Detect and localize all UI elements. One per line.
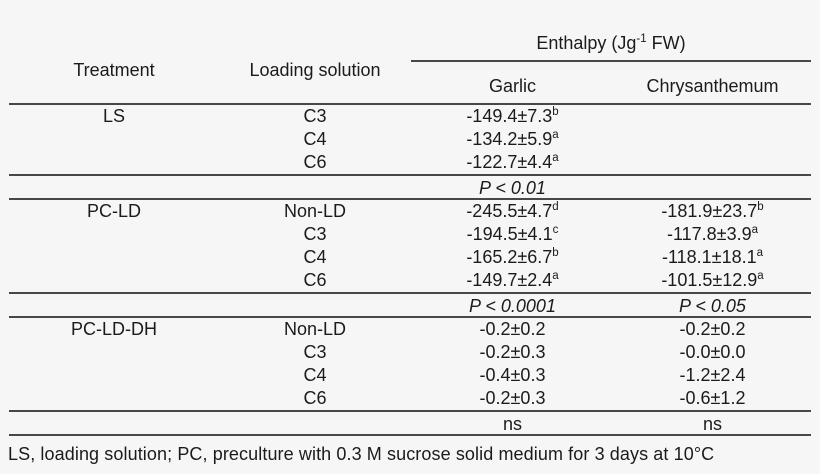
- table-row: C6 -149.7±2.4a -101.5±12.9a: [9, 269, 811, 292]
- p-value-chrysanthemum: [614, 176, 811, 200]
- significance-letter: a: [757, 270, 764, 282]
- table-row: C4 -165.2±6.7b -118.1±18.1a: [9, 246, 811, 269]
- header-treatment: Treatment: [73, 60, 155, 80]
- p-value-garlic: P < 0.0001: [469, 296, 556, 316]
- table-row: PC-LD Non-LD -245.5±4.7d -181.9±23.7b: [9, 200, 811, 223]
- significance-letter: b: [757, 201, 764, 213]
- significance-letter: a: [552, 152, 559, 164]
- enthalpy-table: Treatment Loading solution Enthalpy (Jg-…: [9, 0, 811, 436]
- treatment-cell: LS: [102, 106, 126, 126]
- significance-letter: c: [552, 224, 559, 236]
- garlic-value-cell: -0.4±0.3: [479, 365, 546, 385]
- treatment-cell: [9, 128, 219, 151]
- table-row: PC-LD-DH Non-LD -0.2±0.2 -0.2±0.2: [9, 318, 811, 341]
- loading-cell: C6: [303, 388, 327, 408]
- header-garlic: Garlic: [488, 76, 536, 96]
- garlic-value-cell: -0.2±0.3: [479, 388, 546, 408]
- significance-letter: a: [756, 247, 764, 259]
- chrysanthemum-value-cell: -0.2±0.2: [679, 319, 746, 339]
- loading-cell: C3: [303, 106, 327, 126]
- table-row: LS C3 -149.4±7.3b: [9, 105, 811, 128]
- chrysanthemum-value-cell: [614, 128, 811, 151]
- treatment-cell: [9, 223, 219, 246]
- chrysanthemum-value-cell: [614, 105, 811, 128]
- section-pc-ld: PC-LD Non-LD -245.5±4.7d -181.9±23.7b C3…: [9, 200, 811, 294]
- garlic-value-cell: -149.7±2.4a: [466, 270, 559, 290]
- p-value-chrysanthemum: P < 0.05: [679, 296, 746, 316]
- loading-cell: C4: [303, 247, 327, 267]
- loading-cell: Non-LD: [283, 201, 347, 221]
- chrysanthemum-value-cell: -0.6±1.2: [679, 388, 746, 408]
- significance-letter: a: [552, 129, 559, 141]
- significance-letter: b: [552, 106, 559, 118]
- treatment-cell: [9, 246, 219, 269]
- loading-cell: C3: [303, 224, 327, 244]
- significance-letter: a: [751, 224, 758, 236]
- significance-letter: d: [552, 201, 559, 213]
- treatment-cell: [9, 151, 219, 174]
- garlic-value-cell: -0.2±0.3: [479, 342, 546, 362]
- section-pc-ld-dh: PC-LD-DH Non-LD -0.2±0.2 -0.2±0.2 C3 -0.…: [9, 318, 811, 412]
- table-row: C6 -122.7±4.4a: [9, 151, 811, 174]
- table-header: Treatment Loading solution Enthalpy (Jg-…: [9, 0, 811, 105]
- loading-cell: C6: [303, 270, 327, 290]
- table-footnote: LS, loading solution; PC, preculture wit…: [8, 444, 715, 464]
- garlic-value-cell: -165.2±6.7b: [466, 247, 559, 267]
- chrysanthemum-value-cell: -118.1±18.1a: [661, 247, 764, 267]
- garlic-value-cell: -194.5±4.1c: [466, 224, 559, 244]
- ns-chrysanthemum: ns: [702, 414, 722, 434]
- table-row: C6 -0.2±0.3 -0.6±1.2: [9, 387, 811, 410]
- chrysanthemum-value-cell: -117.8±3.9a: [666, 224, 758, 244]
- chrysanthemum-value-cell: -0.0±0.0: [679, 342, 746, 362]
- section-ls: LS C3 -149.4±7.3b C4 -134.2±5.9a C6 -122…: [9, 105, 811, 176]
- garlic-value-cell: -245.5±4.7d: [466, 201, 559, 221]
- table-row: C3 -0.2±0.3 -0.0±0.0: [9, 341, 811, 364]
- ns-garlic: ns: [502, 414, 522, 434]
- header-chrysanthemum: Chrysanthemum: [646, 76, 779, 96]
- treatment-cell: PC-LD: [86, 201, 141, 221]
- enthalpy-exponent: -1: [636, 32, 647, 45]
- chrysanthemum-value-cell: -181.9±23.7b: [661, 201, 764, 221]
- loading-cell: C3: [303, 342, 327, 362]
- treatment-cell: PC-LD-DH: [70, 319, 157, 339]
- table-row: C3 -194.5±4.1c -117.8±3.9a: [9, 223, 811, 246]
- stats-row-ls: P < 0.01: [9, 176, 811, 200]
- loading-cell: C6: [303, 152, 327, 172]
- p-value-garlic: P < 0.01: [479, 178, 546, 198]
- enthalpy-label: Enthalpy (Jg-1 FW): [536, 32, 686, 53]
- garlic-value-cell: -149.4±7.3b: [466, 106, 559, 126]
- significance-letter: a: [552, 270, 559, 282]
- loading-cell: C4: [303, 129, 327, 149]
- chrysanthemum-value-cell: -101.5±12.9a: [661, 270, 764, 290]
- chrysanthemum-value-cell: [614, 151, 811, 174]
- loading-cell: C4: [303, 365, 327, 385]
- garlic-value-cell: -122.7±4.4a: [466, 152, 559, 172]
- treatment-cell: [9, 364, 219, 387]
- stats-row-pc-ld: P < 0.0001 P < 0.05: [9, 294, 811, 318]
- garlic-value-cell: -134.2±5.9a: [466, 129, 559, 149]
- garlic-value-cell: -0.2±0.2: [479, 319, 546, 339]
- header-enthalpy-group: Enthalpy (Jg-1 FW): [411, 26, 811, 62]
- treatment-cell: [9, 341, 219, 364]
- table-row: C4 -0.4±0.3 -1.2±2.4: [9, 364, 811, 387]
- stats-row-pc-ld-dh: ns ns: [9, 412, 811, 436]
- chrysanthemum-value-cell: -1.2±2.4: [679, 365, 746, 385]
- treatment-cell: [9, 269, 219, 292]
- significance-letter: b: [552, 247, 559, 259]
- treatment-cell: [9, 387, 219, 410]
- table-row: C4 -134.2±5.9a: [9, 128, 811, 151]
- loading-cell: Non-LD: [283, 319, 347, 339]
- header-loading-solution: Loading solution: [249, 60, 381, 80]
